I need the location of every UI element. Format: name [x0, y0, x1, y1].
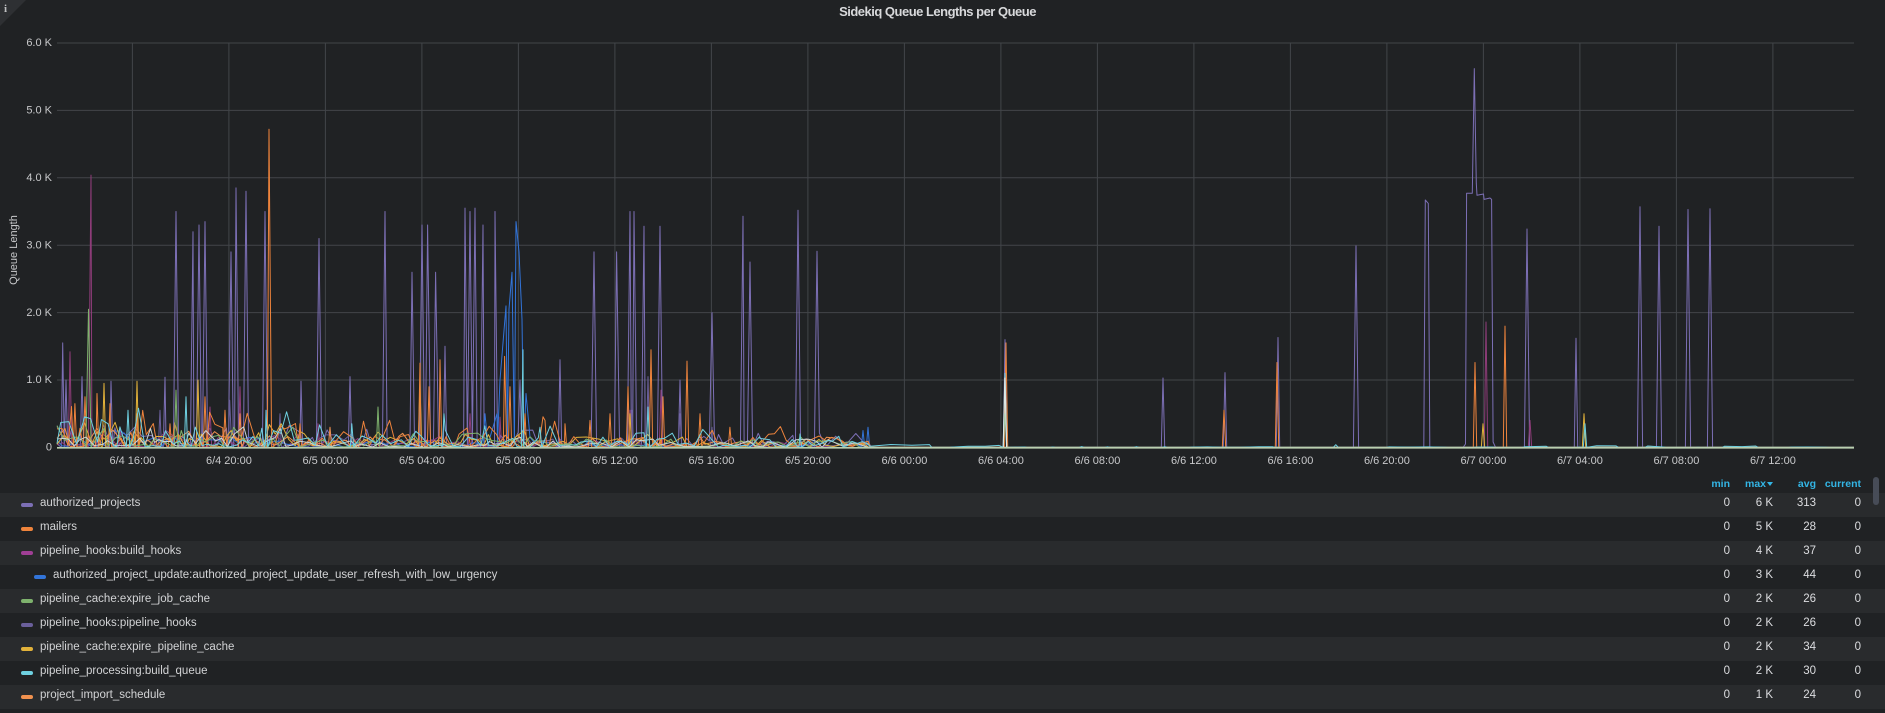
svg-text:6/5 12:00: 6/5 12:00 [592, 455, 638, 467]
svg-text:5.0 K: 5.0 K [26, 105, 52, 117]
svg-text:6/4 20:00: 6/4 20:00 [206, 455, 252, 467]
svg-text:3.0 K: 3.0 K [26, 239, 52, 251]
svg-text:6/5 00:00: 6/5 00:00 [302, 455, 348, 467]
svg-text:1.0 K: 1.0 K [26, 374, 52, 386]
svg-text:6/5 04:00: 6/5 04:00 [399, 455, 445, 467]
svg-text:6/7 04:00: 6/7 04:00 [1557, 455, 1603, 467]
svg-text:i: i [4, 3, 7, 15]
svg-text:6/6 12:00: 6/6 12:00 [1171, 455, 1217, 467]
svg-text:6/6 00:00: 6/6 00:00 [881, 455, 927, 467]
svg-text:4.0 K: 4.0 K [26, 172, 52, 184]
svg-text:6/4 16:00: 6/4 16:00 [109, 455, 155, 467]
svg-text:6/6 20:00: 6/6 20:00 [1364, 455, 1410, 467]
svg-text:6.0 K: 6.0 K [26, 37, 52, 49]
svg-text:6/7 00:00: 6/7 00:00 [1460, 455, 1506, 467]
svg-text:6/7 12:00: 6/7 12:00 [1750, 455, 1796, 467]
svg-text:6/6 16:00: 6/6 16:00 [1267, 455, 1313, 467]
svg-text:6/6 04:00: 6/6 04:00 [978, 455, 1024, 467]
svg-text:6/5 20:00: 6/5 20:00 [785, 455, 831, 467]
svg-text:2.0 K: 2.0 K [26, 307, 52, 319]
svg-text:6/7 08:00: 6/7 08:00 [1653, 455, 1699, 467]
svg-text:6/5 16:00: 6/5 16:00 [688, 455, 734, 467]
svg-text:0: 0 [46, 442, 52, 454]
svg-text:6/6 08:00: 6/6 08:00 [1074, 455, 1120, 467]
svg-text:6/5 08:00: 6/5 08:00 [495, 455, 541, 467]
